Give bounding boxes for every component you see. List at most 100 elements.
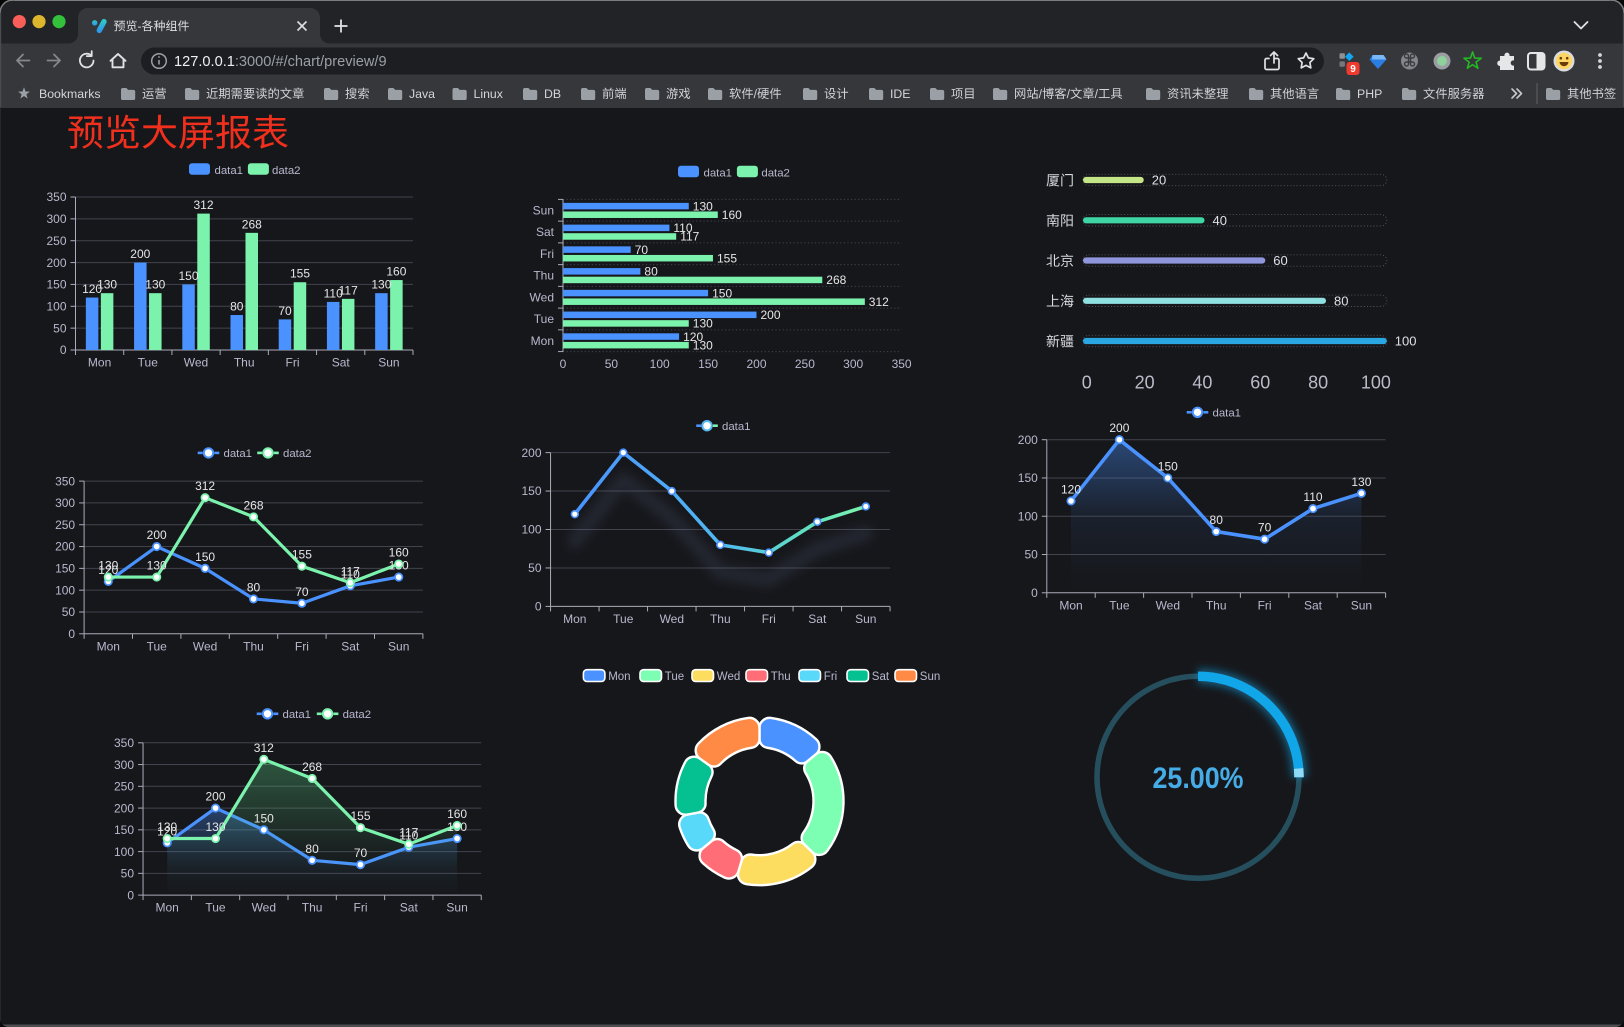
svg-text:160: 160 <box>447 807 467 821</box>
svg-text:data1: data1 <box>283 709 312 721</box>
svg-text:350: 350 <box>114 736 134 750</box>
svg-text:data2: data2 <box>761 167 790 179</box>
svg-text:20: 20 <box>1135 373 1155 393</box>
svg-text:Thu: Thu <box>533 269 554 283</box>
svg-text:data1: data1 <box>704 167 733 179</box>
svg-text:150: 150 <box>712 286 732 300</box>
svg-text:70: 70 <box>354 846 368 860</box>
svg-text:150: 150 <box>1018 471 1038 485</box>
svg-text:268: 268 <box>302 760 322 774</box>
svg-text:0: 0 <box>560 357 567 371</box>
svg-text:Thu: Thu <box>234 356 255 370</box>
svg-text:Mon: Mon <box>563 612 586 626</box>
svg-text:110: 110 <box>324 286 343 300</box>
svg-text:155: 155 <box>292 548 312 562</box>
svg-text:Mon: Mon <box>97 639 120 653</box>
svg-text:Thu: Thu <box>771 671 791 683</box>
svg-text:Thu: Thu <box>302 901 323 915</box>
svg-text:50: 50 <box>62 605 76 619</box>
svg-text:Sat: Sat <box>332 356 351 370</box>
svg-text:Sun: Sun <box>855 612 876 626</box>
svg-text:Mon: Mon <box>608 671 630 683</box>
svg-text:Tue: Tue <box>665 671 684 683</box>
svg-text:110: 110 <box>341 567 360 581</box>
svg-text:50: 50 <box>1024 548 1038 562</box>
svg-text:data1: data1 <box>722 421 751 433</box>
svg-text:Wed: Wed <box>1156 598 1180 612</box>
svg-text:150: 150 <box>46 278 66 292</box>
svg-text:110: 110 <box>1303 490 1322 504</box>
svg-text:250: 250 <box>795 357 815 371</box>
svg-text:0: 0 <box>127 888 134 902</box>
svg-text:350: 350 <box>892 357 912 371</box>
svg-text:Fri: Fri <box>540 247 554 261</box>
svg-text:Thu: Thu <box>243 639 264 653</box>
svg-text:300: 300 <box>46 212 66 226</box>
svg-text:312: 312 <box>195 479 215 493</box>
svg-text:70: 70 <box>635 243 649 257</box>
svg-text:200: 200 <box>761 308 781 322</box>
svg-text:Wed: Wed <box>252 901 276 915</box>
svg-text:data2: data2 <box>283 448 312 460</box>
svg-text:50: 50 <box>53 321 67 335</box>
svg-text:70: 70 <box>1258 521 1272 535</box>
svg-text:300: 300 <box>55 496 75 510</box>
svg-text:80: 80 <box>230 300 244 314</box>
svg-text:Mon: Mon <box>88 356 111 370</box>
svg-text:Wed: Wed <box>660 612 684 626</box>
svg-text:100: 100 <box>46 300 66 314</box>
svg-text:80: 80 <box>1334 294 1348 309</box>
svg-text:200: 200 <box>205 790 225 804</box>
svg-text:312: 312 <box>869 295 889 309</box>
svg-text:data2: data2 <box>343 709 372 721</box>
svg-text:250: 250 <box>55 518 75 532</box>
svg-text:150: 150 <box>178 269 198 283</box>
svg-text:100: 100 <box>1395 334 1417 349</box>
svg-text:Sat: Sat <box>872 671 890 683</box>
svg-text:120: 120 <box>98 563 118 577</box>
svg-text:100: 100 <box>1018 510 1038 524</box>
svg-text:350: 350 <box>46 190 66 204</box>
svg-text:9: 9 <box>1350 64 1356 75</box>
svg-text:Tue: Tue <box>205 901 226 915</box>
svg-text:80: 80 <box>305 842 319 856</box>
svg-text:300: 300 <box>843 357 863 371</box>
svg-text:Sat: Sat <box>400 901 419 915</box>
svg-text:Sun: Sun <box>388 639 409 653</box>
svg-text:Fri: Fri <box>1258 598 1272 612</box>
svg-text:Sat: Sat <box>341 639 360 653</box>
svg-text:80: 80 <box>644 265 658 279</box>
svg-text:200: 200 <box>1018 433 1038 447</box>
svg-text:117: 117 <box>680 230 699 244</box>
svg-text:40: 40 <box>1213 213 1227 228</box>
svg-text:200: 200 <box>130 247 150 261</box>
svg-text:250: 250 <box>114 780 134 794</box>
svg-text:Mon: Mon <box>156 901 179 915</box>
svg-text:110: 110 <box>399 829 418 843</box>
svg-text:250: 250 <box>46 234 66 248</box>
svg-text:IDE: IDE <box>890 87 911 101</box>
svg-text:Tue: Tue <box>147 639 168 653</box>
svg-text:50: 50 <box>528 561 542 575</box>
svg-text:155: 155 <box>717 251 737 265</box>
svg-text:150: 150 <box>698 357 718 371</box>
svg-text:60: 60 <box>1273 253 1287 268</box>
svg-text:200: 200 <box>147 528 167 542</box>
svg-text:130: 130 <box>371 278 391 292</box>
svg-text:130: 130 <box>693 317 713 331</box>
svg-text:data1: data1 <box>215 165 244 177</box>
svg-text:Sun: Sun <box>378 356 399 370</box>
svg-text:130: 130 <box>98 559 118 573</box>
svg-text:Fri: Fri <box>286 356 300 370</box>
svg-text:130: 130 <box>1351 475 1371 489</box>
svg-text:Wed: Wed <box>184 356 208 370</box>
svg-text:120: 120 <box>157 824 177 838</box>
svg-text:130: 130 <box>145 278 165 292</box>
svg-text:130: 130 <box>157 820 177 834</box>
svg-text:DB: DB <box>544 87 561 101</box>
svg-text:110: 110 <box>673 221 692 235</box>
svg-text:0: 0 <box>1031 586 1038 600</box>
svg-text:Sun: Sun <box>1351 598 1372 612</box>
svg-text:155: 155 <box>350 809 370 823</box>
svg-text:Thu: Thu <box>710 612 731 626</box>
